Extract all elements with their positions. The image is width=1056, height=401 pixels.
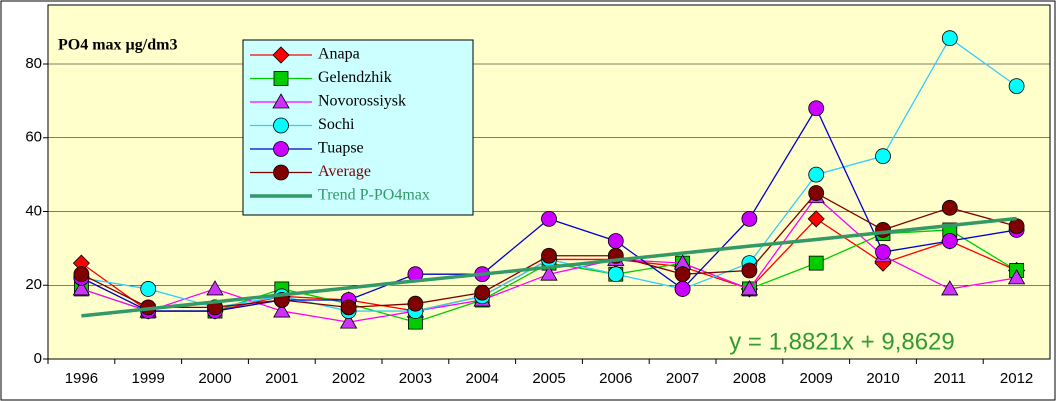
data-point	[875, 222, 891, 238]
x-tick-label: 2007	[666, 370, 699, 387]
legend-marker	[273, 164, 289, 181]
data-point	[674, 266, 691, 283]
legend-marker	[273, 141, 289, 157]
data-point	[541, 210, 557, 227]
x-tick-label: 2008	[733, 370, 766, 387]
data-point	[339, 313, 358, 329]
x-tick-label: 2005	[532, 370, 565, 387]
data-point	[73, 266, 90, 283]
x-tick-label: 2011	[934, 370, 966, 387]
data-point	[808, 100, 825, 117]
x-tick-label: 1999	[132, 370, 165, 387]
data-point	[407, 295, 424, 312]
data-point	[607, 266, 624, 283]
data-point	[674, 281, 691, 297]
legend-label: Trend P-PO4max	[318, 187, 430, 204]
x-tick-label: 2001	[265, 370, 298, 387]
x-tick-label: 2009	[800, 370, 833, 387]
legend-label: Tuapse	[318, 140, 364, 157]
x-tick-label: 2003	[399, 370, 432, 387]
legend-label: Gelendzhik	[318, 69, 392, 86]
chart-title: PO4 max µg/dm3	[58, 37, 177, 54]
y-tick-label: 40	[25, 202, 42, 219]
data-point	[1008, 218, 1025, 235]
legend-marker	[273, 71, 289, 86]
y-tick-label: 60	[25, 129, 42, 146]
plot-area	[47, 4, 1051, 360]
data-point	[941, 280, 959, 296]
data-point	[875, 148, 891, 165]
data-point	[941, 199, 958, 216]
data-point	[740, 280, 759, 296]
data-point	[273, 302, 291, 318]
data-point	[474, 284, 491, 301]
data-point	[741, 262, 758, 279]
data-point	[941, 233, 958, 249]
legend-label: Average	[318, 163, 371, 180]
legend-label: Novorossiysk	[318, 93, 406, 110]
data-point	[808, 185, 825, 201]
legend-label: Anapa	[318, 46, 360, 63]
data-point	[807, 210, 825, 228]
x-tick-label: 1996	[65, 370, 98, 387]
legend-marker	[273, 117, 289, 134]
data-point	[1008, 78, 1025, 95]
data-point	[808, 166, 825, 183]
data-point	[541, 247, 557, 264]
y-tick-label: 20	[25, 276, 42, 293]
x-tick-label: 2004	[466, 370, 499, 387]
data-point	[540, 265, 558, 281]
legend-marker	[272, 46, 290, 64]
data-point	[607, 233, 624, 249]
data-point	[206, 280, 224, 296]
legend-marker	[272, 93, 290, 109]
data-point	[340, 299, 357, 316]
x-tick-label: 2006	[599, 370, 632, 387]
legend-label: Sochi	[318, 116, 355, 133]
y-tick-label: 80	[25, 55, 42, 72]
data-point	[808, 255, 824, 271]
trend-line	[81, 216, 1017, 318]
trend-equation: y = 1,8821x + 9,8629	[729, 328, 955, 355]
data-point	[941, 30, 958, 47]
data-point	[741, 210, 758, 227]
x-tick-label: 2000	[198, 370, 231, 387]
data-point	[875, 244, 891, 260]
y-tick-label: 0	[34, 350, 42, 367]
data-point	[140, 281, 157, 297]
data-point	[72, 280, 91, 296]
x-tick-label: 2010	[866, 370, 899, 387]
x-tick-label: 2012	[1000, 370, 1033, 387]
x-tick-label: 2002	[332, 370, 365, 387]
data-point	[1007, 269, 1026, 285]
